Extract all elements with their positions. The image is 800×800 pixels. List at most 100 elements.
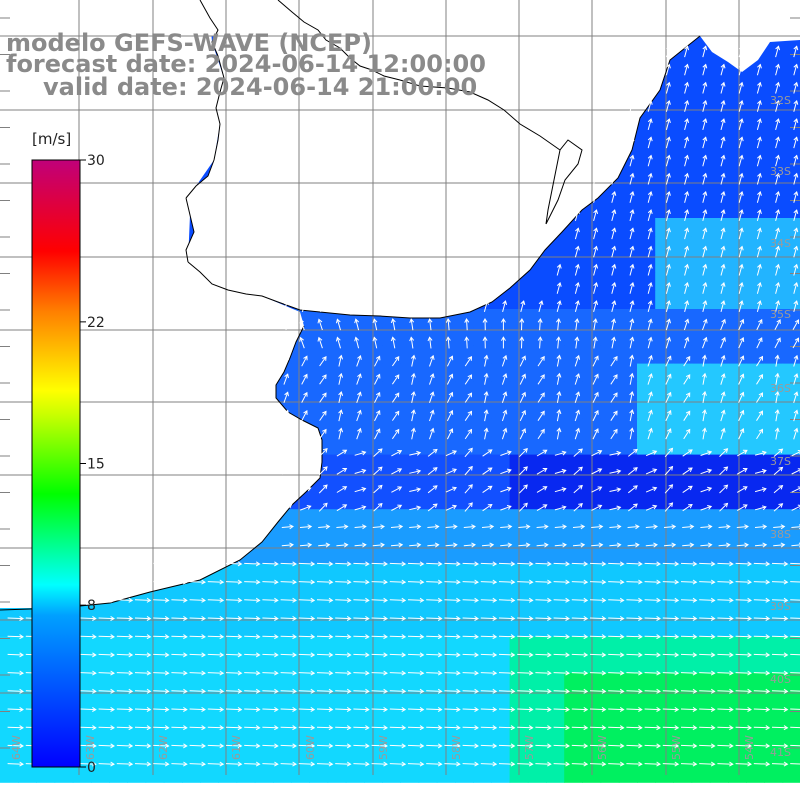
- wind-cell: [764, 509, 784, 528]
- wind-cell: [600, 199, 620, 219]
- wind-cell: [564, 381, 583, 401]
- wind-cell: [600, 327, 620, 346]
- wind-cell: [782, 673, 800, 692]
- wind-arrow: [627, 467, 638, 475]
- wind-arrow: [207, 615, 225, 621]
- wind-arrow: [790, 617, 800, 619]
- wind-arrow: [407, 634, 425, 640]
- wind-cell: [764, 527, 784, 547]
- wind-cell: [709, 254, 729, 274]
- wind-arrow: [662, 761, 680, 767]
- wind-cell: [382, 418, 401, 437]
- wind-cell: [746, 127, 765, 146]
- wind-arrow: [335, 652, 352, 658]
- colorbar-tick-label: 22: [87, 315, 105, 331]
- wind-cell: [546, 381, 565, 401]
- wind-arrow: [611, 172, 617, 185]
- wind-arrow: [647, 45, 653, 58]
- wind-arrow: [318, 524, 331, 530]
- wind-arrow: [353, 743, 370, 749]
- wind-arrow: [680, 725, 698, 731]
- wind-arrow: [189, 688, 206, 694]
- wind-arrow: [738, 428, 745, 440]
- wind-cell: [182, 691, 201, 710]
- wind-cell: [527, 618, 547, 638]
- wind-arrow: [611, 336, 616, 349]
- wind-arrow: [627, 524, 640, 530]
- lon-label: 58W: [450, 735, 463, 760]
- wind-arrow: [644, 706, 661, 712]
- wind-arrow: [153, 725, 170, 731]
- wind-arrow: [207, 725, 225, 731]
- wind-arrow: [647, 427, 653, 440]
- wind-arrow: [556, 354, 562, 367]
- wind-cell: [746, 108, 765, 128]
- wind-cell: [382, 454, 401, 474]
- wind-arrow: [500, 336, 506, 349]
- wind-cell: [236, 709, 256, 729]
- wind-arrow: [518, 448, 528, 458]
- wind-cell: [546, 345, 565, 365]
- wind-arrow: [774, 390, 780, 404]
- wind-cell: [455, 745, 474, 765]
- wind-cell: [218, 745, 238, 765]
- wind-cell: [673, 436, 693, 456]
- wind-cell: [655, 381, 674, 401]
- wind-arrow: [608, 725, 625, 731]
- wind-cell: [764, 127, 784, 146]
- wind-arrow: [319, 374, 327, 385]
- wind-arrow: [189, 579, 206, 585]
- wind-arrow: [665, 136, 671, 149]
- wind-arrow: [771, 725, 789, 731]
- wind-arrow: [80, 670, 97, 676]
- wind-cell: [236, 563, 256, 583]
- wind-arrow: [480, 725, 498, 731]
- wind-cell: [291, 745, 310, 765]
- lon-label: 62W: [157, 735, 170, 760]
- wind-cell: [455, 418, 474, 437]
- wind-cell: [254, 764, 274, 783]
- wind-arrow: [626, 561, 643, 567]
- wind-cell: [418, 472, 438, 492]
- wind-cell: [309, 618, 329, 638]
- wind-arrow: [665, 409, 672, 422]
- wind-arrow: [481, 524, 495, 530]
- wind-arrow: [444, 652, 461, 658]
- wind-arrow: [773, 448, 784, 457]
- wind-arrow: [444, 761, 461, 767]
- wind-cell: [728, 745, 747, 765]
- wind-arrow: [771, 670, 789, 676]
- wind-arrow: [573, 448, 583, 457]
- wind-arrow: [793, 281, 799, 294]
- wind-arrow: [738, 209, 744, 222]
- wind-cell: [382, 600, 401, 619]
- wind-arrow: [8, 542, 21, 548]
- wind-arrow: [283, 354, 289, 367]
- wind-arrow: [553, 597, 570, 603]
- wind-cell: [145, 600, 165, 619]
- wind-arrow: [684, 300, 690, 313]
- wind-arrow: [589, 634, 607, 640]
- wind-arrow: [518, 524, 531, 530]
- wind-arrow: [98, 579, 115, 585]
- wind-cell: [546, 709, 565, 729]
- wind-arrow: [153, 634, 170, 640]
- wind-cell: [691, 745, 711, 765]
- wind-arrow: [374, 373, 381, 385]
- wind-arrow: [480, 743, 498, 749]
- wind-arrow: [610, 355, 618, 367]
- wind-cell: [218, 618, 238, 638]
- wind-cell: [291, 691, 310, 710]
- wind-arrow: [335, 634, 352, 640]
- wind-cell: [455, 654, 474, 674]
- wind-cell: [91, 745, 110, 765]
- wind-arrow: [134, 579, 152, 585]
- wind-arrow: [682, 524, 695, 530]
- wind-arrow: [571, 597, 589, 603]
- wind-cell: [655, 509, 674, 528]
- wind-cell: [600, 563, 620, 583]
- wind-arrow: [611, 281, 617, 294]
- wind-cell: [764, 236, 784, 255]
- wind-arrow: [318, 542, 331, 548]
- wind-cell: [291, 636, 310, 656]
